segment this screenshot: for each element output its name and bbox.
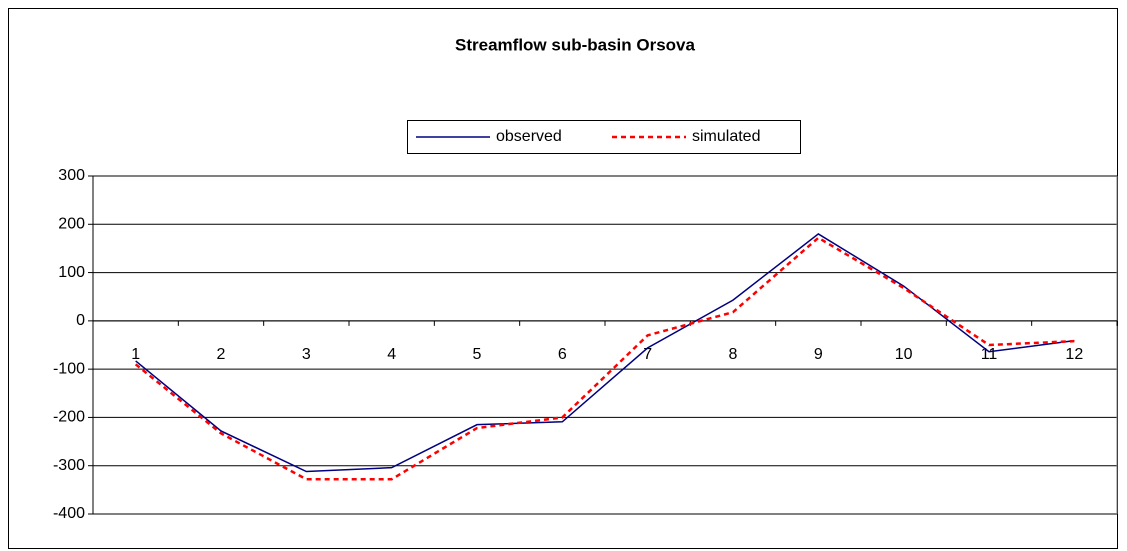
- x-tick-label: 9: [814, 346, 823, 363]
- legend-label: simulated: [692, 128, 760, 145]
- x-tick-label: 8: [729, 346, 738, 363]
- x-tick-label: 7: [643, 346, 652, 363]
- y-tick-label: 300: [58, 167, 85, 184]
- x-tick-label: 2: [217, 346, 226, 363]
- chart-title: Streamflow sub-basin Orsova: [455, 35, 695, 54]
- x-tick-label: 3: [302, 346, 311, 363]
- series-line: [134, 236, 1075, 481]
- y-tick-label: 100: [58, 264, 85, 281]
- legend-label: observed: [496, 128, 562, 145]
- y-tick-label: -200: [53, 409, 85, 426]
- y-tick-label: -100: [53, 360, 85, 377]
- x-tick-label: 11: [981, 346, 998, 363]
- y-tick-label: 200: [58, 216, 85, 233]
- y-tick-label: -400: [53, 505, 85, 522]
- x-tick-label: 1: [131, 346, 140, 363]
- chart-border: [8, 8, 1118, 549]
- x-tick-label: 12: [1065, 346, 1083, 363]
- x-tick-label: 4: [387, 346, 396, 363]
- x-tick-label: 5: [473, 346, 482, 363]
- y-tick-label: 0: [76, 312, 85, 329]
- x-tick-label: 10: [895, 346, 913, 363]
- y-tick-label: -300: [53, 457, 85, 474]
- x-tick-label: 6: [558, 346, 567, 363]
